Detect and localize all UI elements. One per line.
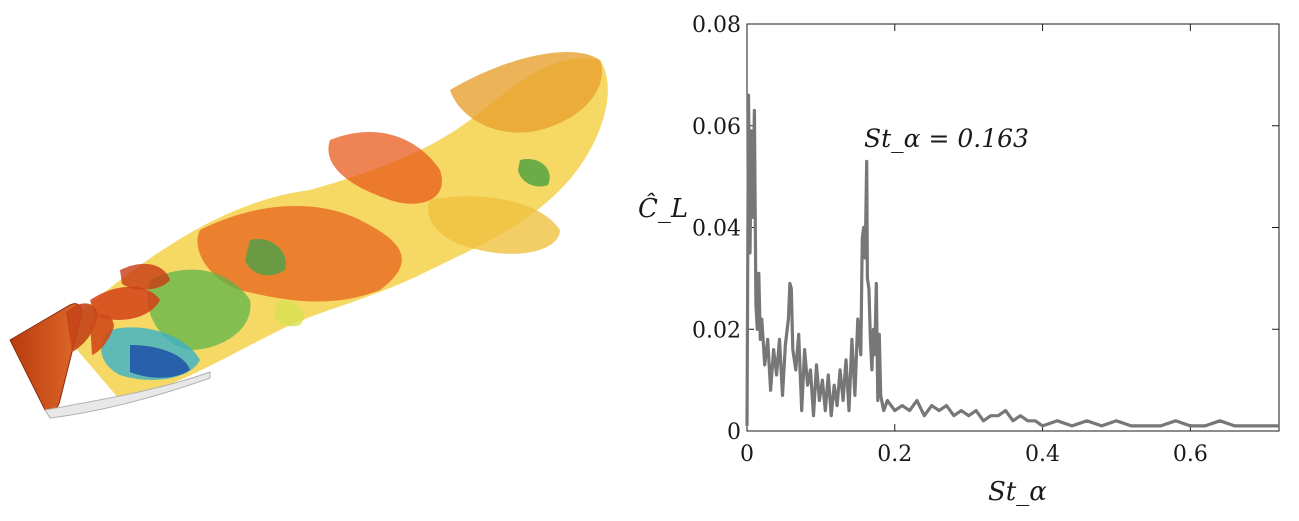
y-axis-label: Ĉ_L <box>638 192 688 224</box>
annotation-label: St_α = 0.163 <box>864 124 1029 153</box>
spectrum-chart: 0 0.2 0.4 0.6 0 0.02 0.04 0.06 0.08 St_α = 0.163… <box>638 13 1280 507</box>
y-tick-label: 0 <box>727 420 741 445</box>
y-tick-label: 0.06 <box>692 115 741 140</box>
plot-area <box>746 23 1280 432</box>
axis-tick-labels: 0 0.2 0.4 0.6 0 0.02 0.04 0.06 0.08 <box>692 13 1208 467</box>
y-tick-label: 0.04 <box>692 217 741 242</box>
spectrum-line <box>745 93 1279 428</box>
axis-ticks <box>746 23 1279 432</box>
x-tick-label: 0 <box>740 442 754 467</box>
x-tick-label: 0.2 <box>877 442 912 467</box>
x-tick-label: 0.6 <box>1173 442 1208 467</box>
vortex-visualization <box>9 51 608 419</box>
y-tick-label: 0.08 <box>692 13 741 38</box>
x-tick-label: 0.4 <box>1025 442 1060 467</box>
x-axis-label: St_α <box>988 477 1047 507</box>
y-tick-label: 0.02 <box>692 318 741 343</box>
